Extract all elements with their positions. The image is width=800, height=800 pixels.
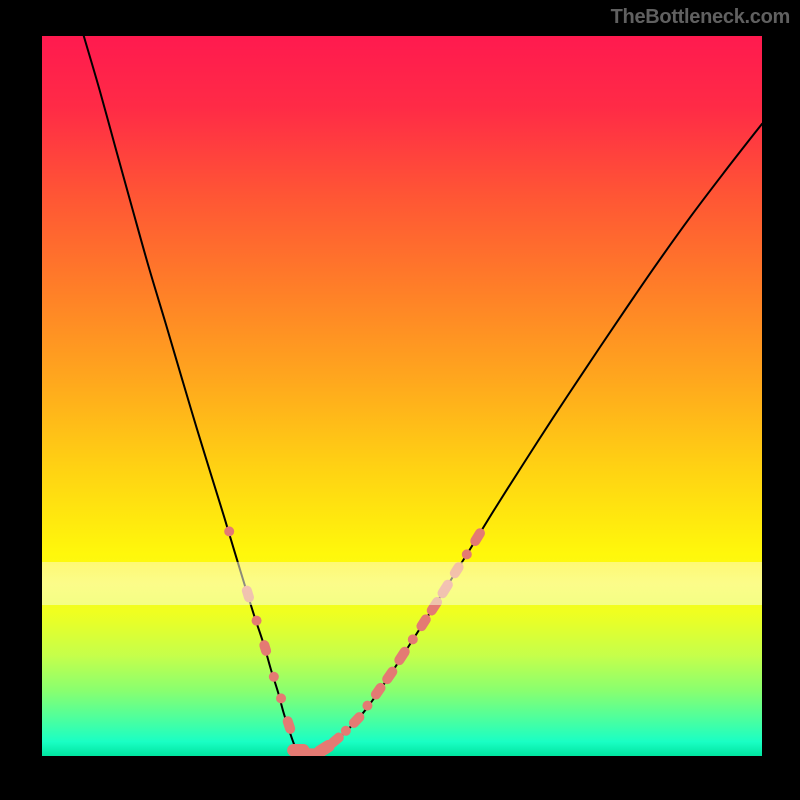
marker-group [224,526,480,754]
marker-capsule [421,619,425,626]
marker-dot [408,634,418,644]
marker-dot [462,549,472,559]
chart-outer: TheBottleneck.com [0,0,800,800]
plot-area [42,36,762,756]
marker-capsule [475,533,480,541]
marker-dot [269,672,279,682]
marker-capsule [354,717,360,723]
marker-capsule [333,738,339,743]
marker-capsule [264,645,266,651]
marker-capsule [288,721,290,729]
marker-capsule [376,688,381,695]
marker-capsule [443,585,448,593]
marker-capsule [432,602,437,610]
marker-capsule [320,746,328,751]
marker-capsule [247,591,249,598]
marker-dot [276,693,286,703]
marker-capsule [399,652,404,660]
marker-capsule [455,567,459,573]
curve-right [307,124,762,755]
marker-dot [362,701,372,711]
marker-capsule [387,672,392,679]
plot-svg-overlay [42,36,762,756]
marker-dot [341,726,351,736]
watermark-text: TheBottleneck.com [611,6,790,29]
marker-dot [252,616,262,626]
marker-dot [224,526,234,536]
